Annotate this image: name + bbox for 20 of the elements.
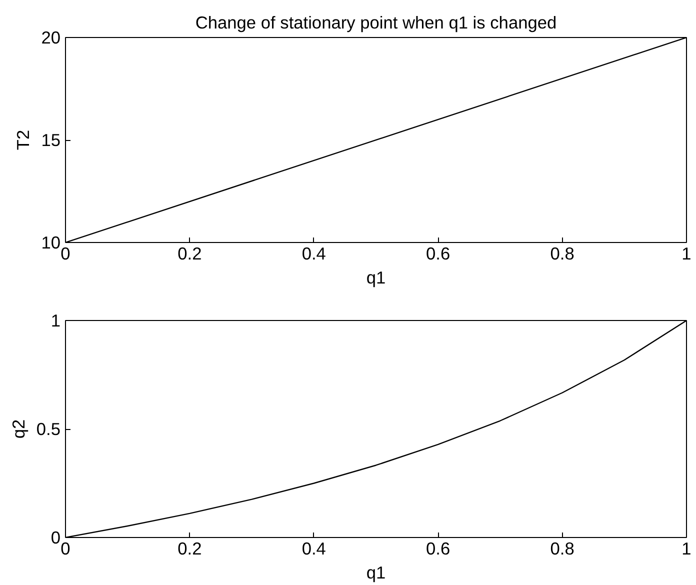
x-axis-title: q1 [366, 268, 386, 288]
x-axis-title: q1 [366, 562, 386, 582]
x-tick-label: 0.4 [302, 244, 326, 264]
y-tick-label: 1 [50, 310, 61, 330]
y-tick-label: 15 [41, 130, 61, 150]
x-tick-label: 1 [682, 244, 692, 264]
x-tick-label: 0.6 [426, 538, 450, 558]
x-tick-label: 0.8 [550, 244, 574, 264]
y-tick-label: 10 [41, 232, 61, 252]
x-tick-label: 1 [682, 538, 692, 558]
x-tick-label: 0.2 [178, 538, 202, 558]
x-tick-label: 0.4 [302, 538, 326, 558]
y-axis-title: q2 [8, 419, 28, 439]
x-tick-label: 0.6 [426, 244, 450, 264]
x-tick-label: 0.2 [178, 244, 202, 264]
y-tick-label: 0.5 [36, 419, 61, 439]
x-tick-label: 0.8 [550, 538, 574, 558]
chart-title: Change of stationary point when q1 is changed [195, 12, 557, 32]
y-axis-title: T2 [13, 130, 34, 150]
y-tick-label: 20 [41, 28, 61, 48]
